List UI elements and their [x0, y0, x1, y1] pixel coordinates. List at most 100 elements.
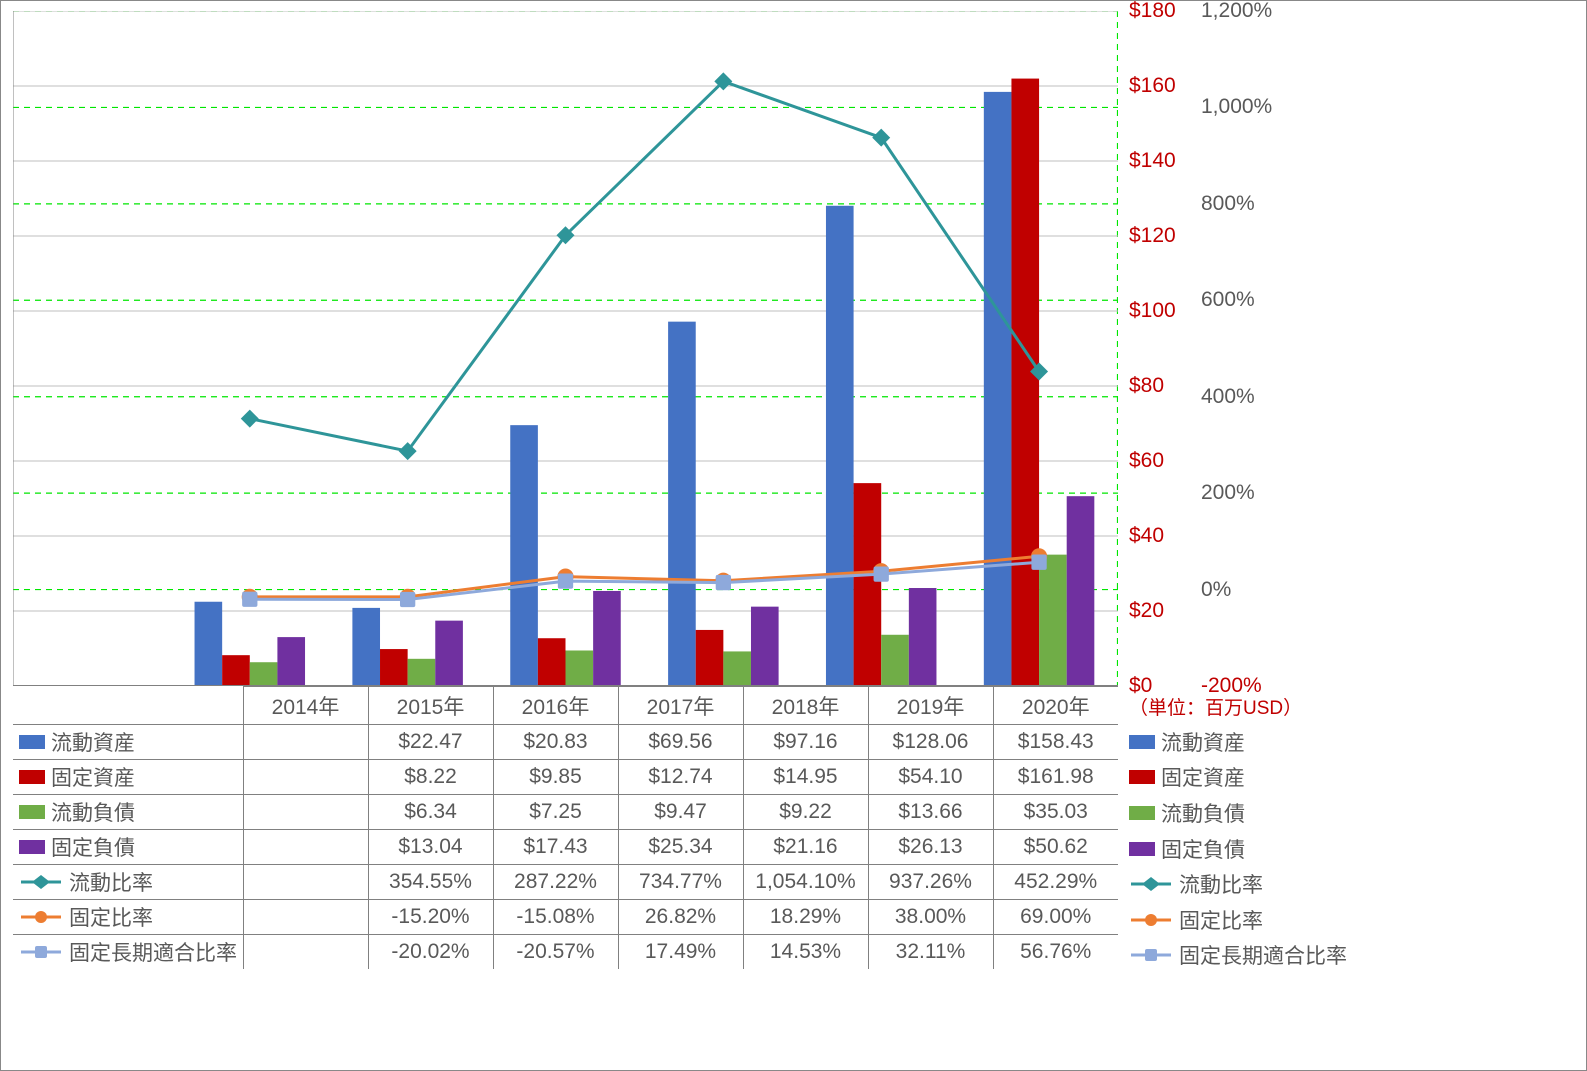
cell: $69.56 — [618, 725, 743, 760]
cell: $9.47 — [618, 795, 743, 830]
category-label: 2020年 — [993, 687, 1118, 725]
y2-tick-label: 800% — [1201, 192, 1255, 216]
cell: 287.22% — [493, 865, 618, 900]
cell: $161.98 — [993, 760, 1118, 795]
table-row: 固定長期適合比率 -20.02%-20.57%17.49%14.53%32.11%… — [13, 935, 1118, 970]
cell: 452.29% — [993, 865, 1118, 900]
data-table: 流動資産$22.47$20.83$69.56$97.16$128.06$158.… — [13, 724, 1118, 969]
legend-item: 流動比率 — [1129, 866, 1347, 902]
cell: $12.74 — [618, 760, 743, 795]
legend-right: 流動資産固定資産流動負債固定負債流動比率固定比率固定長期適合比率 — [1129, 724, 1347, 973]
legend-label: 流動負債 — [1161, 798, 1245, 828]
legend-item: 固定比率 — [1129, 902, 1347, 938]
cell: 14.53% — [743, 935, 868, 970]
cell: -15.20% — [368, 900, 493, 935]
cell: $6.34 — [368, 795, 493, 830]
bar-current_assets — [826, 206, 854, 686]
bar-fixed_assets — [380, 649, 408, 686]
bar-fixed_liab — [1067, 496, 1095, 686]
plot-area — [13, 11, 1118, 686]
y2-tick-label: 600% — [1201, 288, 1255, 312]
legend-label: 流動比率 — [1179, 869, 1263, 899]
cell: 56.76% — [993, 935, 1118, 970]
bar-current_liab — [881, 635, 909, 686]
cell: 17.49% — [618, 935, 743, 970]
cell: 18.29% — [743, 900, 868, 935]
series-label: 流動負債 — [51, 797, 135, 827]
category-label: 2016年 — [493, 687, 618, 725]
category-label: 2018年 — [743, 687, 868, 725]
legend-item: 固定資産 — [1129, 760, 1347, 796]
legend-item: 固定負債 — [1129, 831, 1347, 867]
cell: 734.77% — [618, 865, 743, 900]
cell: $20.83 — [493, 725, 618, 760]
category-label: 2015年 — [368, 687, 493, 725]
table-row: 流動資産$22.47$20.83$69.56$97.16$128.06$158.… — [13, 725, 1118, 760]
series-label: 固定長期適合比率 — [69, 937, 237, 967]
cell: $17.43 — [493, 830, 618, 865]
cell: $128.06 — [868, 725, 993, 760]
bar-fixed_assets — [696, 630, 724, 686]
cell — [243, 935, 368, 970]
cell — [243, 830, 368, 865]
bar-fixed_assets — [854, 483, 882, 686]
line-current_ratio — [250, 81, 1039, 451]
cell: 38.00% — [868, 900, 993, 935]
bar-fixed_liab — [909, 588, 937, 686]
y1-tick-label: $80 — [1129, 374, 1164, 398]
cell: 32.11% — [868, 935, 993, 970]
y1-tick-label: $120 — [1129, 224, 1176, 248]
bar-current_liab — [1039, 555, 1067, 686]
cell: $8.22 — [368, 760, 493, 795]
bar-fixed_assets — [1011, 79, 1039, 686]
cell: $13.66 — [868, 795, 993, 830]
cell: $54.10 — [868, 760, 993, 795]
cell: $21.16 — [743, 830, 868, 865]
legend-label: 固定長期適合比率 — [1179, 940, 1347, 970]
series-label: 流動資産 — [51, 727, 135, 757]
cell: $22.47 — [368, 725, 493, 760]
cell: 69.00% — [993, 900, 1118, 935]
y2-tick-label: 400% — [1201, 385, 1255, 409]
cell: $14.95 — [743, 760, 868, 795]
y1-tick-label: $20 — [1129, 599, 1164, 623]
cell: $158.43 — [993, 725, 1118, 760]
bar-current_assets — [352, 608, 380, 686]
legend-item: 流動負債 — [1129, 795, 1347, 831]
bar-current_assets — [510, 425, 538, 686]
cell: $35.03 — [993, 795, 1118, 830]
bar-fixed_liab — [435, 621, 463, 686]
bar-current_liab — [250, 662, 278, 686]
cell — [243, 760, 368, 795]
cell: 1,054.10% — [743, 865, 868, 900]
y2-tick-label: 1,000% — [1201, 95, 1272, 119]
y2-tick-label: 1,200% — [1201, 0, 1272, 23]
table-row: 流動負債$6.34$7.25$9.47$9.22$13.66$35.03 — [13, 795, 1118, 830]
table-row: 固定負債$13.04$17.43$25.34$21.16$26.13$50.62 — [13, 830, 1118, 865]
y2-tick-label: 0% — [1201, 578, 1231, 602]
cell: $50.62 — [993, 830, 1118, 865]
cell: 26.82% — [618, 900, 743, 935]
y1-tick-label: $160 — [1129, 74, 1176, 98]
legend-item: 流動資産 — [1129, 724, 1347, 760]
table-row: 固定資産$8.22$9.85$12.74$14.95$54.10$161.98 — [13, 760, 1118, 795]
row-header: 固定長期適合比率 — [13, 935, 243, 970]
row-header: 流動比率 — [13, 865, 243, 900]
cell — [243, 725, 368, 760]
cell: $13.04 — [368, 830, 493, 865]
legend-item: 固定長期適合比率 — [1129, 938, 1347, 974]
row-header: 流動負債 — [13, 795, 243, 830]
bar-fixed_assets — [222, 655, 250, 686]
cell — [243, 865, 368, 900]
series-label: 固定負債 — [51, 832, 135, 862]
bar-current_liab — [408, 659, 436, 686]
cell: -20.57% — [493, 935, 618, 970]
category-label: 2017年 — [618, 687, 743, 725]
cell: -20.02% — [368, 935, 493, 970]
table-row: 固定比率-15.20%-15.08%26.82%18.29%38.00%69.0… — [13, 900, 1118, 935]
cell: $25.34 — [618, 830, 743, 865]
y2-tick-label: 200% — [1201, 481, 1255, 505]
cell: $9.22 — [743, 795, 868, 830]
bar-current_liab — [723, 651, 751, 686]
category-label: 2019年 — [868, 687, 993, 725]
